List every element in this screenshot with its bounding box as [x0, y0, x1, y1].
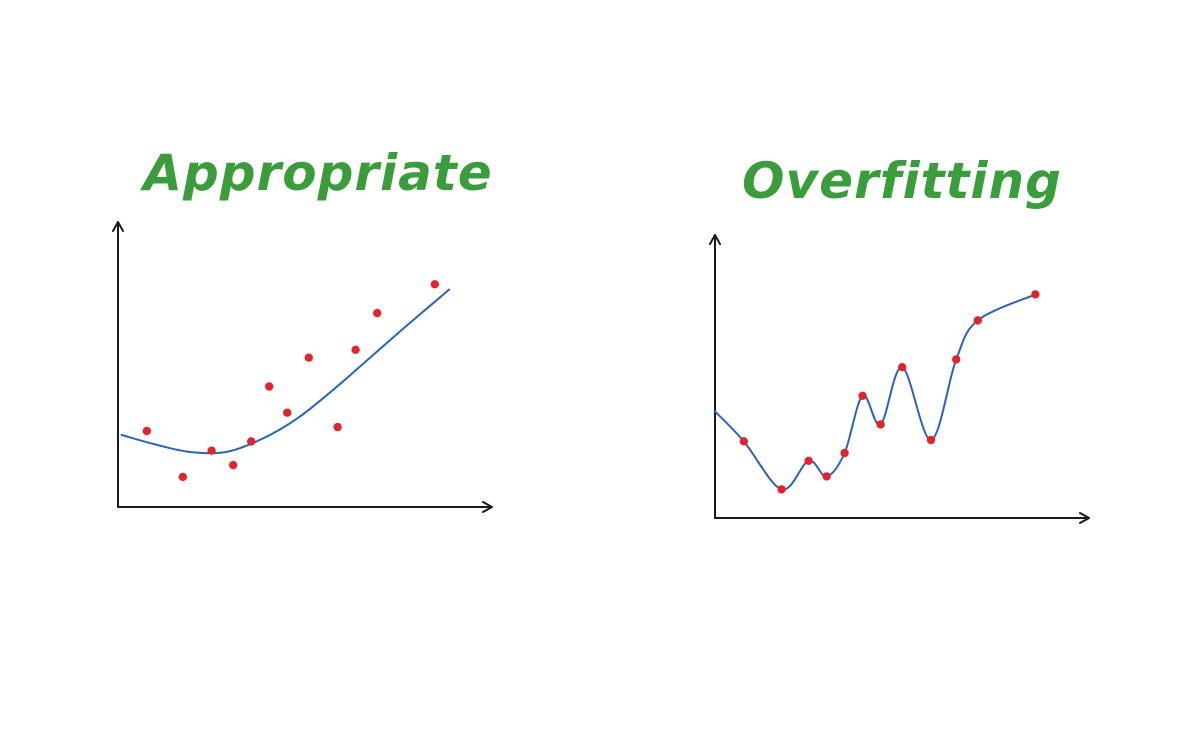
- data-point: [304, 353, 313, 362]
- data-point: [247, 437, 256, 446]
- data-point: [178, 472, 187, 482]
- chart-overfitting: Overfitting: [709, 152, 1090, 524]
- data-point: [373, 308, 382, 318]
- data-point: [777, 485, 786, 494]
- data-point: [973, 316, 982, 325]
- data-point: [1031, 290, 1040, 299]
- data-point: [142, 426, 151, 436]
- data-point: [840, 448, 849, 458]
- data-point: [229, 460, 238, 470]
- data-point: [739, 437, 748, 446]
- data-points-overfitting: [739, 290, 1040, 494]
- data-point: [898, 363, 907, 372]
- y-axis-arrow: [112, 221, 124, 508]
- data-point: [333, 422, 342, 432]
- data-point: [207, 446, 216, 455]
- chart-appropriate: Appropriate: [112, 144, 493, 513]
- data-point: [351, 345, 360, 354]
- data-point: [876, 420, 885, 429]
- data-point: [283, 408, 292, 417]
- data-point: [822, 472, 831, 481]
- fit-curve-appropriate: [120, 288, 451, 455]
- data-point: [430, 280, 439, 289]
- chart-title-appropriate: Appropriate: [139, 144, 492, 202]
- chart-title-overfitting: Overfitting: [742, 152, 1062, 210]
- data-point: [265, 382, 274, 391]
- fit-curve-overfitting: [714, 293, 1037, 491]
- x-axis-arrow: [117, 501, 493, 513]
- x-axis-arrow: [714, 512, 1090, 524]
- data-point: [926, 435, 936, 445]
- y-axis-arrow: [709, 234, 721, 519]
- data-points-appropriate: [142, 280, 439, 482]
- data-point: [952, 355, 961, 364]
- data-point: [804, 456, 813, 465]
- data-point: [858, 391, 867, 400]
